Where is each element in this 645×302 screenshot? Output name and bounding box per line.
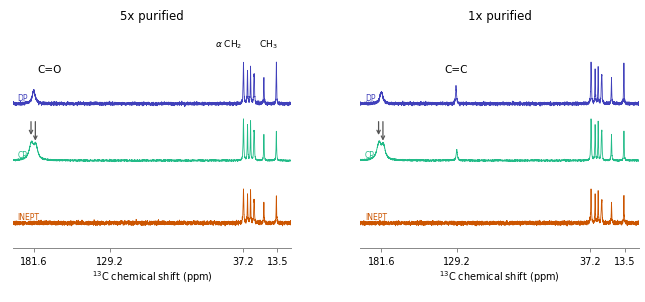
Text: C=C: C=C [444, 66, 468, 76]
Text: $\alpha$ CH$_2$: $\alpha$ CH$_2$ [215, 38, 243, 51]
Text: INEPT: INEPT [365, 213, 387, 222]
Text: CP: CP [17, 151, 27, 159]
Title: 1x purified: 1x purified [468, 10, 531, 23]
Text: C=O: C=O [37, 66, 61, 76]
X-axis label: $^{13}$C chemical shift (ppm): $^{13}$C chemical shift (ppm) [439, 269, 560, 285]
Text: CP: CP [365, 151, 375, 159]
Text: DP: DP [365, 94, 375, 103]
X-axis label: $^{13}$C chemical shift (ppm): $^{13}$C chemical shift (ppm) [92, 269, 212, 285]
Title: 5x purified: 5x purified [120, 10, 184, 23]
Text: CH$_3$: CH$_3$ [259, 38, 278, 51]
Text: DP: DP [17, 94, 28, 103]
Text: INEPT: INEPT [17, 213, 39, 222]
